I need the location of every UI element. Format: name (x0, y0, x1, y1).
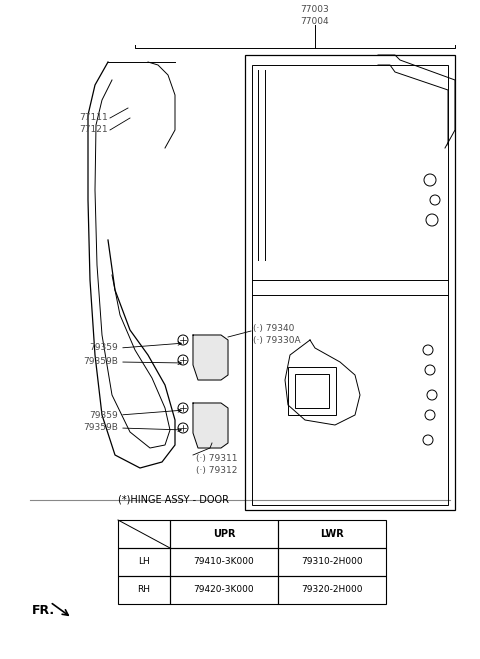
Text: 79320-2H000: 79320-2H000 (301, 585, 363, 594)
Bar (170, 520, 278, 548)
Text: 79310-2H000: 79310-2H000 (301, 558, 363, 567)
Polygon shape (193, 403, 228, 448)
Bar (118, 548, 170, 576)
Text: LH: LH (138, 558, 150, 567)
Text: 79359B: 79359B (83, 424, 118, 432)
Bar (170, 548, 278, 576)
Text: 77111: 77111 (79, 113, 108, 123)
Polygon shape (193, 335, 228, 380)
Bar (278, 520, 386, 548)
Text: (·) 79330A: (·) 79330A (253, 337, 300, 345)
Text: 79420-3K000: 79420-3K000 (194, 585, 254, 594)
Text: 79359B: 79359B (83, 357, 118, 366)
Text: (·) 79340: (·) 79340 (253, 324, 294, 333)
Text: 77121: 77121 (79, 125, 108, 134)
Bar (288, 367, 336, 415)
Text: 79410-3K000: 79410-3K000 (193, 558, 254, 567)
Bar (118, 576, 170, 604)
Text: RH: RH (137, 585, 151, 594)
Text: (·) 79312: (·) 79312 (196, 467, 238, 476)
Bar (295, 374, 329, 408)
Text: 79359: 79359 (89, 411, 118, 420)
Text: 77004: 77004 (300, 18, 329, 26)
Bar (245, 55, 455, 510)
Bar (278, 548, 386, 576)
Text: FR.: FR. (32, 604, 55, 617)
Text: LWR: LWR (320, 529, 344, 539)
Text: 77003: 77003 (300, 5, 329, 14)
Bar (252, 65, 448, 505)
Bar (278, 576, 386, 604)
Bar (118, 520, 170, 548)
Bar (170, 576, 278, 604)
Text: UPR: UPR (213, 529, 235, 539)
Text: (*)HINGE ASSY - DOOR: (*)HINGE ASSY - DOOR (118, 495, 229, 505)
Text: (·) 79311: (·) 79311 (196, 453, 238, 463)
Text: 79359: 79359 (89, 343, 118, 353)
